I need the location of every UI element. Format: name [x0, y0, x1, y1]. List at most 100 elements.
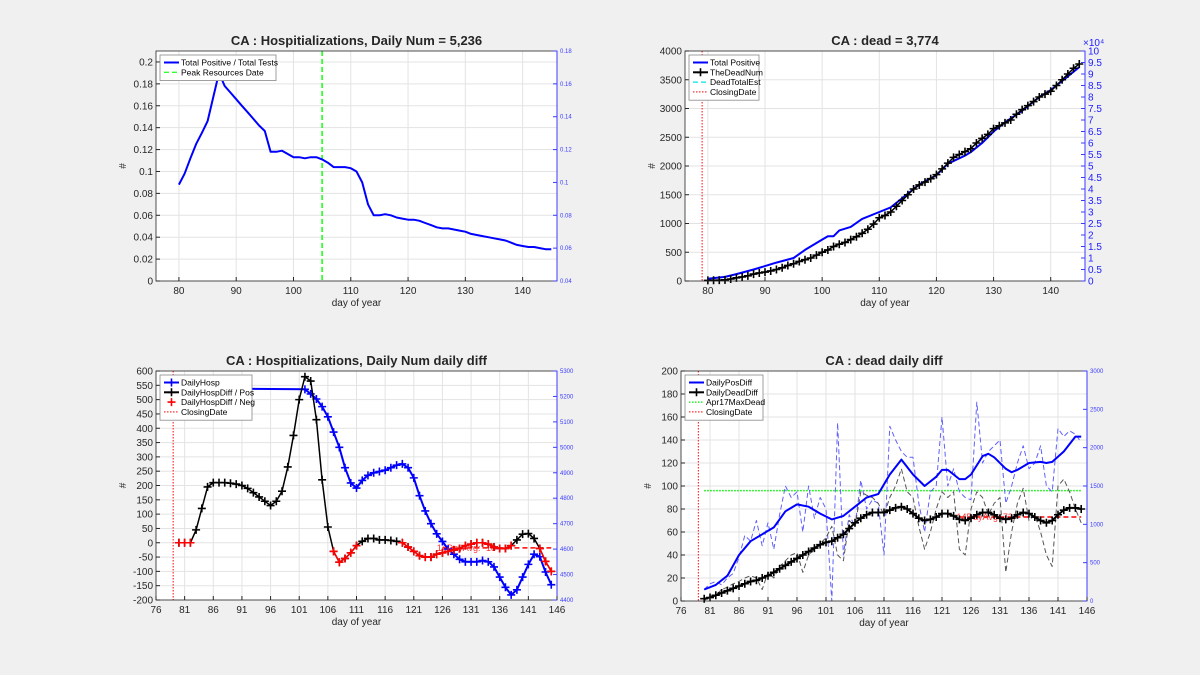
y-tick-label: 4000: [660, 47, 683, 58]
data-point-dailyhospdiff-pos: [300, 372, 309, 381]
x-tick-label: 110: [871, 286, 887, 297]
y-tick-label: 3500: [660, 75, 683, 86]
y2-tick-label: 5200: [560, 394, 574, 400]
y2-tick-label: 2: [1088, 231, 1094, 242]
data-point-dailyhosp: [381, 466, 390, 475]
data-point-dailydeaddiff: [1019, 508, 1028, 517]
series-line-dailyposdiff: [703, 435, 1082, 591]
data-point-dailydeaddiff: [897, 502, 906, 511]
y-tick-label: 0: [147, 538, 153, 549]
y-tick-label: 400: [136, 424, 153, 435]
data-point-thedeadnum: [743, 271, 752, 280]
x-tick-label: 131: [463, 605, 480, 616]
data-point-dailyhospdiff-pos: [392, 537, 401, 546]
legend-item: DailyPosDiff: [689, 378, 753, 388]
data-point-thedeadnum: [1018, 105, 1027, 114]
annotation-label: 14DayAvg: 73: [957, 512, 1013, 522]
x-tick-label: 121: [405, 605, 422, 616]
x-tick-label: 80: [173, 286, 185, 297]
data-point-dailyhospdiff-pos: [512, 535, 521, 544]
legend-label: ClosingDate: [710, 87, 757, 97]
data-point-dailydeaddiff: [949, 511, 958, 520]
subplot-dead-cumulative: 80 90 100 110 120 130 140050010001500200025003…: [647, 33, 1104, 309]
x-tick-label: 146: [1079, 606, 1096, 617]
data-point-dailyhospdiff-pos: [358, 537, 367, 546]
legend-item: ClosingDate: [689, 407, 753, 417]
data-point-dailydeaddiff: [775, 564, 784, 573]
data-point-dailyhosp: [495, 573, 504, 582]
y-tick-label: 600: [136, 367, 153, 378]
legend-item: Total Positive / Total Tests: [164, 58, 278, 68]
x-tick-label: 90: [231, 286, 243, 297]
data-point-thedeadnum: [915, 180, 924, 189]
data-point-dailydeaddiff: [1071, 503, 1080, 512]
x-tick-label: 111: [876, 606, 892, 617]
x-tick-label: 100: [285, 286, 302, 297]
x-tick-label: 91: [762, 606, 774, 617]
data-point-dailyhospdiff-pos: [530, 534, 539, 543]
y-tick-label: 120: [661, 459, 678, 470]
data-point-thedeadnum: [1012, 110, 1021, 119]
data-point-dailyhosp: [478, 556, 487, 565]
legend-item: Total Positive: [693, 58, 760, 68]
x-tick-label: 116: [905, 606, 921, 617]
data-point-thedeadnum: [932, 170, 941, 179]
data-point-dailyhospdiff-neg: [507, 541, 516, 550]
data-point-thedeadnum: [875, 213, 884, 222]
data-point-dailydeaddiff: [926, 515, 935, 524]
subplot-dead-daily-diff: 14DayAvg: 73 76 81 86 91 96 101 106 111 116 121 126…: [643, 353, 1104, 629]
data-point-dailydeaddiff: [955, 515, 964, 524]
data-point-dailyhosp: [415, 491, 424, 500]
data-point-dailydeaddiff: [787, 557, 796, 566]
y-tick-label: -50: [139, 553, 154, 564]
data-point-dailydeaddiff: [764, 571, 772, 580]
y-tick-label: 450: [136, 409, 153, 420]
y2-tick-label: 4: [1088, 185, 1094, 196]
data-point-dailyhospdiff-pos: [318, 475, 327, 484]
data-point-dailyhospdiff-pos: [289, 431, 298, 440]
y2-tick-label: 4700: [560, 522, 574, 528]
data-point-dailyhosp: [518, 573, 527, 582]
y-tick-label: 0: [672, 597, 678, 608]
data-point-thedeadnum: [926, 174, 935, 183]
legend-item: Apr17MaxDead: [689, 397, 765, 407]
data-point-dailydeaddiff: [862, 510, 871, 519]
legend-item: DailyHospDiff / Neg: [167, 397, 255, 407]
legend-item: ClosingDate: [693, 87, 757, 97]
y2-tick-label: 500: [1090, 561, 1101, 567]
data-point-thedeadnum: [909, 185, 918, 193]
data-point-thedeadnum: [886, 208, 895, 216]
data-point-dailyhosp: [524, 560, 533, 569]
legend-item: TheDeadNum: [693, 67, 763, 77]
data-point-thedeadnum: [835, 240, 844, 249]
y-tick-label: 60: [667, 528, 679, 539]
data-point-thedeadnum: [783, 261, 792, 270]
data-point-dailydeaddiff: [833, 533, 842, 542]
data-point-dailydeaddiff: [1036, 516, 1045, 525]
y-tick-label: 550: [136, 381, 153, 392]
data-point-dailydeaddiff: [984, 508, 993, 517]
data-point-dailyhosp: [341, 463, 350, 472]
y-tick-label: 140: [661, 436, 678, 447]
x-tick-label: 76: [675, 606, 687, 617]
data-point-dailyhospdiff-neg: [484, 540, 493, 549]
legend-box: [159, 54, 277, 82]
data-point-dailyhospdiff-pos: [192, 525, 201, 534]
x-tick-label: 91: [236, 605, 248, 616]
data-point-thedeadnum: [955, 150, 964, 159]
y-tick-label: 0: [676, 277, 682, 288]
y2-tick-label: 9.5: [1088, 58, 1102, 69]
y2-tick-label: 7: [1088, 116, 1094, 127]
y-tick-label: 160: [661, 413, 678, 424]
x-axis-label: day of year: [860, 298, 910, 309]
y2-tick-label: 0.14: [560, 115, 572, 121]
y-tick-label: 0.04: [134, 233, 154, 244]
data-point-thedeadnum: [778, 263, 787, 272]
y2-tick-label: 0.16: [560, 82, 572, 88]
data-point-dailyhosp: [472, 557, 481, 566]
y2-tick-label: 4600: [560, 547, 574, 553]
data-point-dailyhosp: [421, 506, 430, 515]
data-point-dailyhospdiff-neg: [501, 544, 510, 553]
legend-label: Apr17MaxDead: [706, 397, 765, 407]
